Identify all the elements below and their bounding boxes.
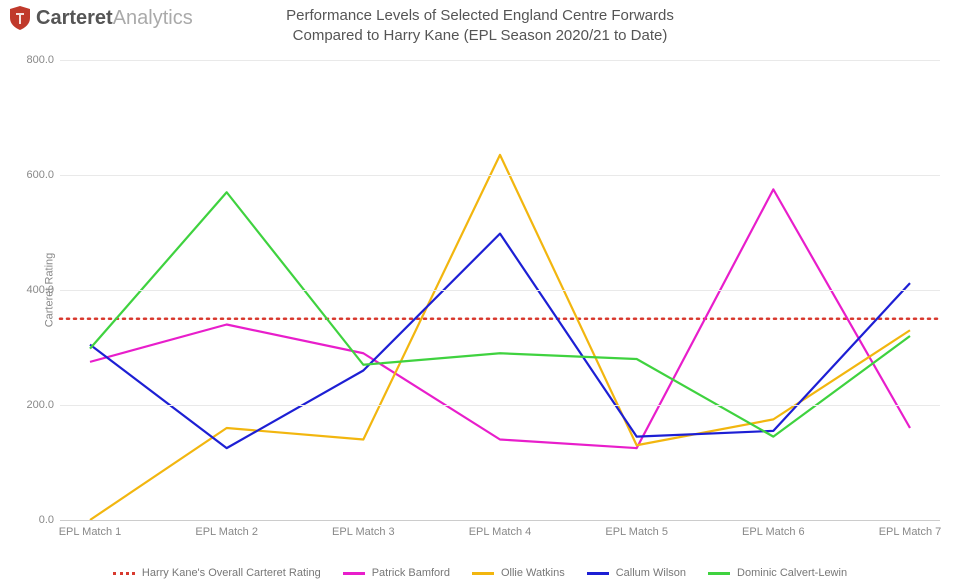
gridline [60,175,940,176]
x-tick-label: EPL Match 2 [195,526,258,538]
x-tick-label: EPL Match 4 [469,526,532,538]
gridline [60,290,940,291]
legend-item: Dominic Calvert-Lewin [708,567,847,579]
x-tick-label: EPL Match 5 [605,526,668,538]
legend-item: Ollie Watkins [472,567,565,579]
series-line [90,234,910,448]
legend-item: Patrick Bamford [343,567,450,579]
chart-title-line2: Compared to Harry Kane (EPL Season 2020/… [0,26,960,46]
line-chart: Carteret Rating 0.0200.0400.0600.0800.0E… [60,60,940,520]
legend-label: Callum Wilson [616,567,686,579]
gridline [60,405,940,406]
legend-swatch [587,572,609,575]
chart-legend: Harry Kane's Overall Carteret Rating Patr… [0,567,960,579]
legend-swatch [343,572,365,575]
x-axis [60,520,940,521]
legend-item: Harry Kane's Overall Carteret Rating [113,567,321,579]
legend-swatch [472,572,494,575]
series-line [90,155,910,520]
x-tick-label: EPL Match 6 [742,526,805,538]
legend-label: Harry Kane's Overall Carteret Rating [142,567,321,579]
legend-swatch [708,572,730,575]
legend-label: Patrick Bamford [372,567,450,579]
y-tick-label: 600.0 [18,169,54,181]
x-tick-label: EPL Match 1 [59,526,122,538]
y-tick-label: 0.0 [18,514,54,526]
y-tick-label: 400.0 [18,284,54,296]
legend-item: Callum Wilson [587,567,686,579]
series-line [90,192,910,436]
legend-swatch-dotted [113,572,135,575]
legend-label: Ollie Watkins [501,567,565,579]
x-tick-label: EPL Match 3 [332,526,395,538]
chart-title: Performance Levels of Selected England C… [0,6,960,47]
x-tick-label: EPL Match 7 [879,526,942,538]
chart-title-line1: Performance Levels of Selected England C… [0,6,960,26]
y-tick-label: 800.0 [18,54,54,66]
legend-label: Dominic Calvert-Lewin [737,567,847,579]
y-tick-label: 200.0 [18,399,54,411]
gridline [60,60,940,61]
